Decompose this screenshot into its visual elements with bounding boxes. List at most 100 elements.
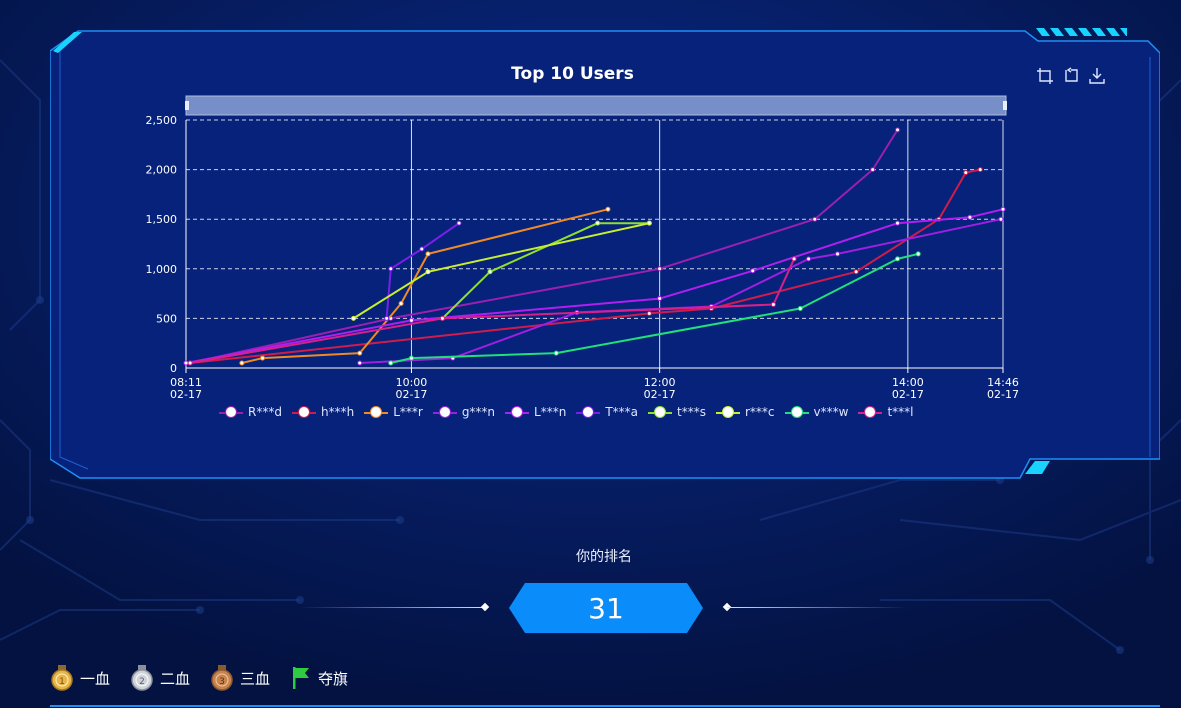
data-point[interactable] [553,350,559,356]
datazoom-slider[interactable] [185,95,1007,116]
legend-item[interactable]: t***l [858,405,914,419]
data-point[interactable] [895,220,901,226]
legend-symbol [648,406,673,418]
data-point[interactable] [239,360,245,366]
data-point[interactable] [791,256,797,262]
legend-item[interactable]: v***w [784,405,849,419]
data-point[interactable] [425,269,431,275]
data-point[interactable] [388,360,394,366]
data-point[interactable] [657,266,663,272]
data-point[interactable] [770,302,776,308]
data-point[interactable] [351,315,357,321]
data-point[interactable] [408,317,414,323]
data-point[interactable] [750,268,756,274]
data-point[interactable] [977,167,983,173]
x-tick-label-date: 02-17 [892,388,924,401]
legend-label: L***r [393,405,423,419]
data-point[interactable] [419,246,425,252]
legend-label: T***a [605,405,639,419]
x-tick-label-date: 02-17 [644,388,676,401]
rank-value: 31 [588,591,624,625]
legend-item[interactable]: L***r [364,405,423,419]
svg-text:3: 3 [219,677,225,687]
data-point[interactable] [456,220,462,226]
series-line-t***l[interactable] [189,258,796,364]
data-point[interactable] [835,251,841,257]
data-point[interactable] [853,269,859,275]
y-tick-label: 1,500 [146,213,178,226]
medal-item-first-blood: 1 一血 [50,665,110,691]
data-point[interactable] [388,266,394,272]
medal-legend: 1 一血 2 二血 3 三血 夺旗 [50,665,348,691]
data-point[interactable] [797,305,803,311]
chart-toolbox [1036,67,1106,85]
data-point[interactable] [1000,206,1006,212]
data-point[interactable] [425,251,431,257]
zoom-icon[interactable] [1036,67,1054,85]
medal-item-second-blood: 2 二血 [130,665,190,691]
panel-frame [50,30,1160,479]
data-point[interactable] [187,360,193,366]
data-point[interactable] [895,127,901,133]
gold-medal-icon: 1 [51,665,73,691]
legend-symbol [291,406,316,418]
data-point[interactable] [915,251,921,257]
svg-text:2: 2 [139,677,145,687]
series-line-h***h[interactable] [189,168,981,364]
legend-label: v***w [813,405,849,419]
data-point[interactable] [646,220,652,226]
series-line-L***n[interactable] [185,208,1004,364]
series-line-v***w[interactable] [390,252,919,364]
legend-item[interactable]: h***h [291,405,354,419]
datazoom-left-handle[interactable] [185,101,189,110]
flag-icon [293,667,310,689]
legend-label: g***n [461,405,496,419]
data-point[interactable] [806,256,812,262]
legend-symbol [505,406,530,418]
legend-label: L***n [534,405,567,419]
legend-item[interactable]: r***c [716,405,775,419]
series-line-R***d[interactable] [189,129,899,364]
rank-divider-left [300,607,486,608]
data-point[interactable] [260,355,266,361]
data-point[interactable] [384,315,390,321]
data-point[interactable] [398,301,404,307]
y-tick-label: 2,500 [146,114,178,127]
x-tick-label-time: 12:00 [644,376,676,389]
y-tick-label: 1,000 [146,263,178,276]
data-point[interactable] [595,220,601,226]
download-icon[interactable] [1088,67,1106,85]
data-point[interactable] [812,216,818,222]
data-point[interactable] [895,256,901,262]
bottom-divider [50,705,1160,707]
data-point[interactable] [439,315,445,321]
legend-item[interactable]: L***n [505,405,566,419]
datazoom-right-handle[interactable] [1003,101,1007,110]
data-point[interactable] [605,206,611,212]
data-point[interactable] [357,360,363,366]
data-point[interactable] [487,269,493,275]
legend-item[interactable]: T***a [576,405,638,419]
data-point[interactable] [967,214,973,220]
data-point[interactable] [657,296,663,302]
rank-badge: 31 [509,583,703,633]
legend-item[interactable]: t***s [648,405,706,419]
x-tick-label-time: 10:00 [396,376,428,389]
bronze-medal-icon: 3 [211,665,233,691]
data-point[interactable] [408,355,414,361]
series-line-T***a[interactable] [385,222,460,319]
legend-item[interactable]: g***n [432,405,496,419]
y-tick-label: 500 [156,312,177,325]
series-line-L***r[interactable] [241,208,609,364]
data-point[interactable] [357,350,363,356]
data-point[interactable] [963,170,969,176]
zoom-reset-icon[interactable] [1062,67,1080,85]
x-tick-label-date: 02-17 [170,388,202,401]
data-point[interactable] [183,360,189,366]
data-point[interactable] [646,310,652,316]
series-line-t***s[interactable] [441,222,650,320]
legend-item[interactable]: R***d [219,405,282,419]
x-tick-label-date: 02-17 [395,388,427,401]
data-point[interactable] [998,216,1004,222]
data-point[interactable] [870,167,876,173]
